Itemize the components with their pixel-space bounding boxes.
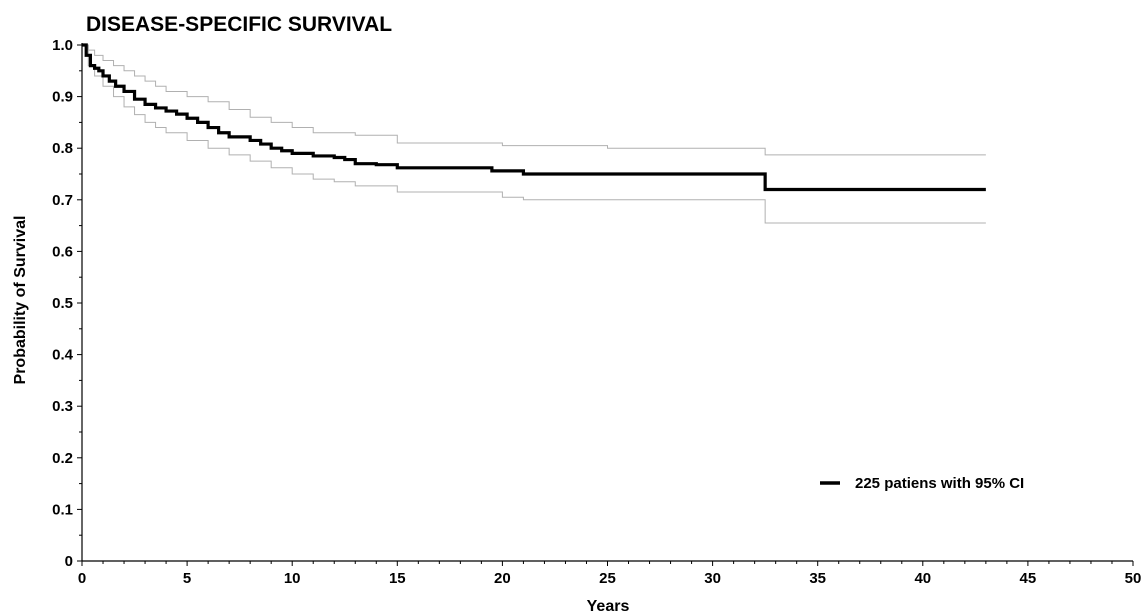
- lower-ci-curve: [82, 44, 986, 224]
- y-tick-label: 0.5: [52, 295, 73, 312]
- x-tick-label: 10: [284, 570, 301, 587]
- survival-curve: [82, 43, 986, 192]
- x-tick-label: 5: [183, 570, 191, 587]
- y-tick-label: 0: [65, 553, 73, 570]
- y-tick-label: 0.1: [52, 501, 73, 518]
- x-tick-label: 35: [809, 570, 826, 587]
- y-tick-label: 0.2: [52, 450, 73, 467]
- axes: 0 0.1 0.2 0.3 0.4 0.5 0.6 0.7 0.8 0.9 1.0 0 5 10 15 20 2…: [52, 37, 1141, 587]
- y-tick-label: 0.4: [52, 347, 74, 364]
- y-axis-title: Probability of Survival: [12, 216, 29, 385]
- x-tick-label: 50: [1125, 570, 1142, 587]
- series-layer: [82, 43, 986, 224]
- x-tick-label: 15: [389, 570, 406, 587]
- upper-ci-curve: [82, 44, 986, 156]
- x-tick-label: 30: [704, 570, 721, 587]
- legend: 225 patiens with 95% CI: [820, 475, 1024, 492]
- chart-title: DISEASE-SPECIFIC SURVIVAL: [86, 13, 392, 36]
- y-tick-label: 0.3: [52, 398, 73, 415]
- x-tick-label: 45: [1020, 570, 1037, 587]
- y-tick-label: 0.8: [52, 140, 73, 157]
- y-tick-label: 0.9: [52, 89, 73, 106]
- x-tick-label: 40: [914, 570, 931, 587]
- y-tick-label: 0.6: [52, 243, 73, 260]
- x-tick-label: 0: [78, 570, 86, 587]
- y-tick-label: 1.0: [52, 37, 73, 54]
- y-tick-label: 0.7: [52, 192, 73, 209]
- x-tick-label: 20: [494, 570, 511, 587]
- legend-label: 225 patiens with 95% CI: [855, 475, 1024, 492]
- x-axis-title: Years: [587, 598, 630, 615]
- x-tick-label: 25: [599, 570, 616, 587]
